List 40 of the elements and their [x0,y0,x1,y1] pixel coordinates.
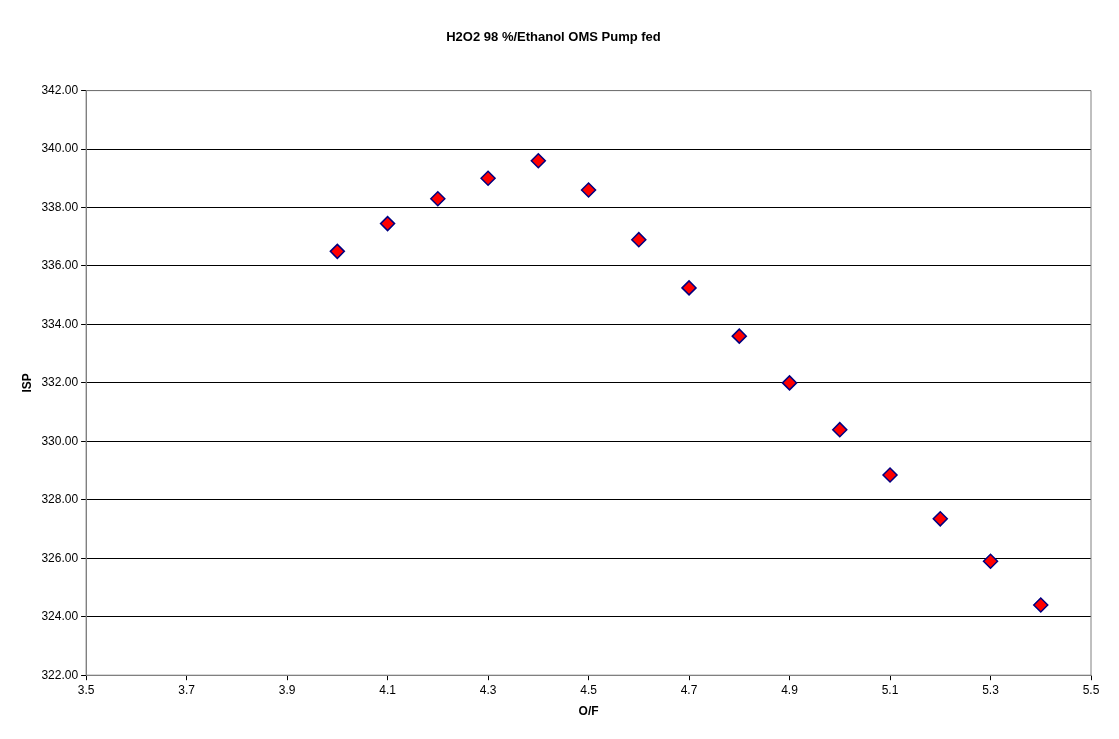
x-tick-label: 5.5 [1082,682,1100,697]
y-tick-label: 340.00 [41,141,79,156]
point [430,191,446,207]
x-tick-label: 3.7 [178,682,196,697]
point [932,511,949,527]
y-tick-label: 336.00 [41,258,79,273]
point [631,231,647,248]
y-tick-label: 330.00 [41,433,79,448]
x-tick-label: 4.3 [479,682,497,697]
point [580,182,597,198]
point [480,170,496,187]
x-tick-label: 4.7 [680,682,698,697]
x-tick-label: 3.5 [77,682,95,697]
point [731,328,748,344]
point [781,375,798,391]
point [681,280,697,296]
y-tick-label: 322.00 [41,667,79,682]
x-tick-label: 4.5 [580,682,598,697]
point [982,553,999,569]
x-tick-label: 3.9 [278,682,296,697]
x-tick-label: 4.9 [781,682,799,697]
x-axis-title: O/F [578,704,599,719]
x-tick-label: 5.1 [881,682,899,697]
y-axis-title: ISP [19,373,34,393]
point [1033,597,1049,613]
y-tick-label: 326.00 [41,550,79,565]
y-tick-label: 332.00 [41,375,79,390]
point [379,215,396,232]
y-tick-label: 324.00 [41,609,79,624]
x-tick-label: 4.1 [379,682,397,697]
point [329,243,346,260]
x-tick-label: 5.3 [982,682,1000,697]
y-tick-label: 334.00 [41,316,79,331]
chart-title: H2O2 98 %/Ethanol OMS Pump fed [446,29,661,45]
point [832,421,848,438]
y-tick-label: 342.00 [41,82,79,97]
point [530,153,547,169]
y-tick-label: 328.00 [41,492,79,507]
y-tick-label: 338.00 [41,199,79,214]
point [882,467,898,483]
